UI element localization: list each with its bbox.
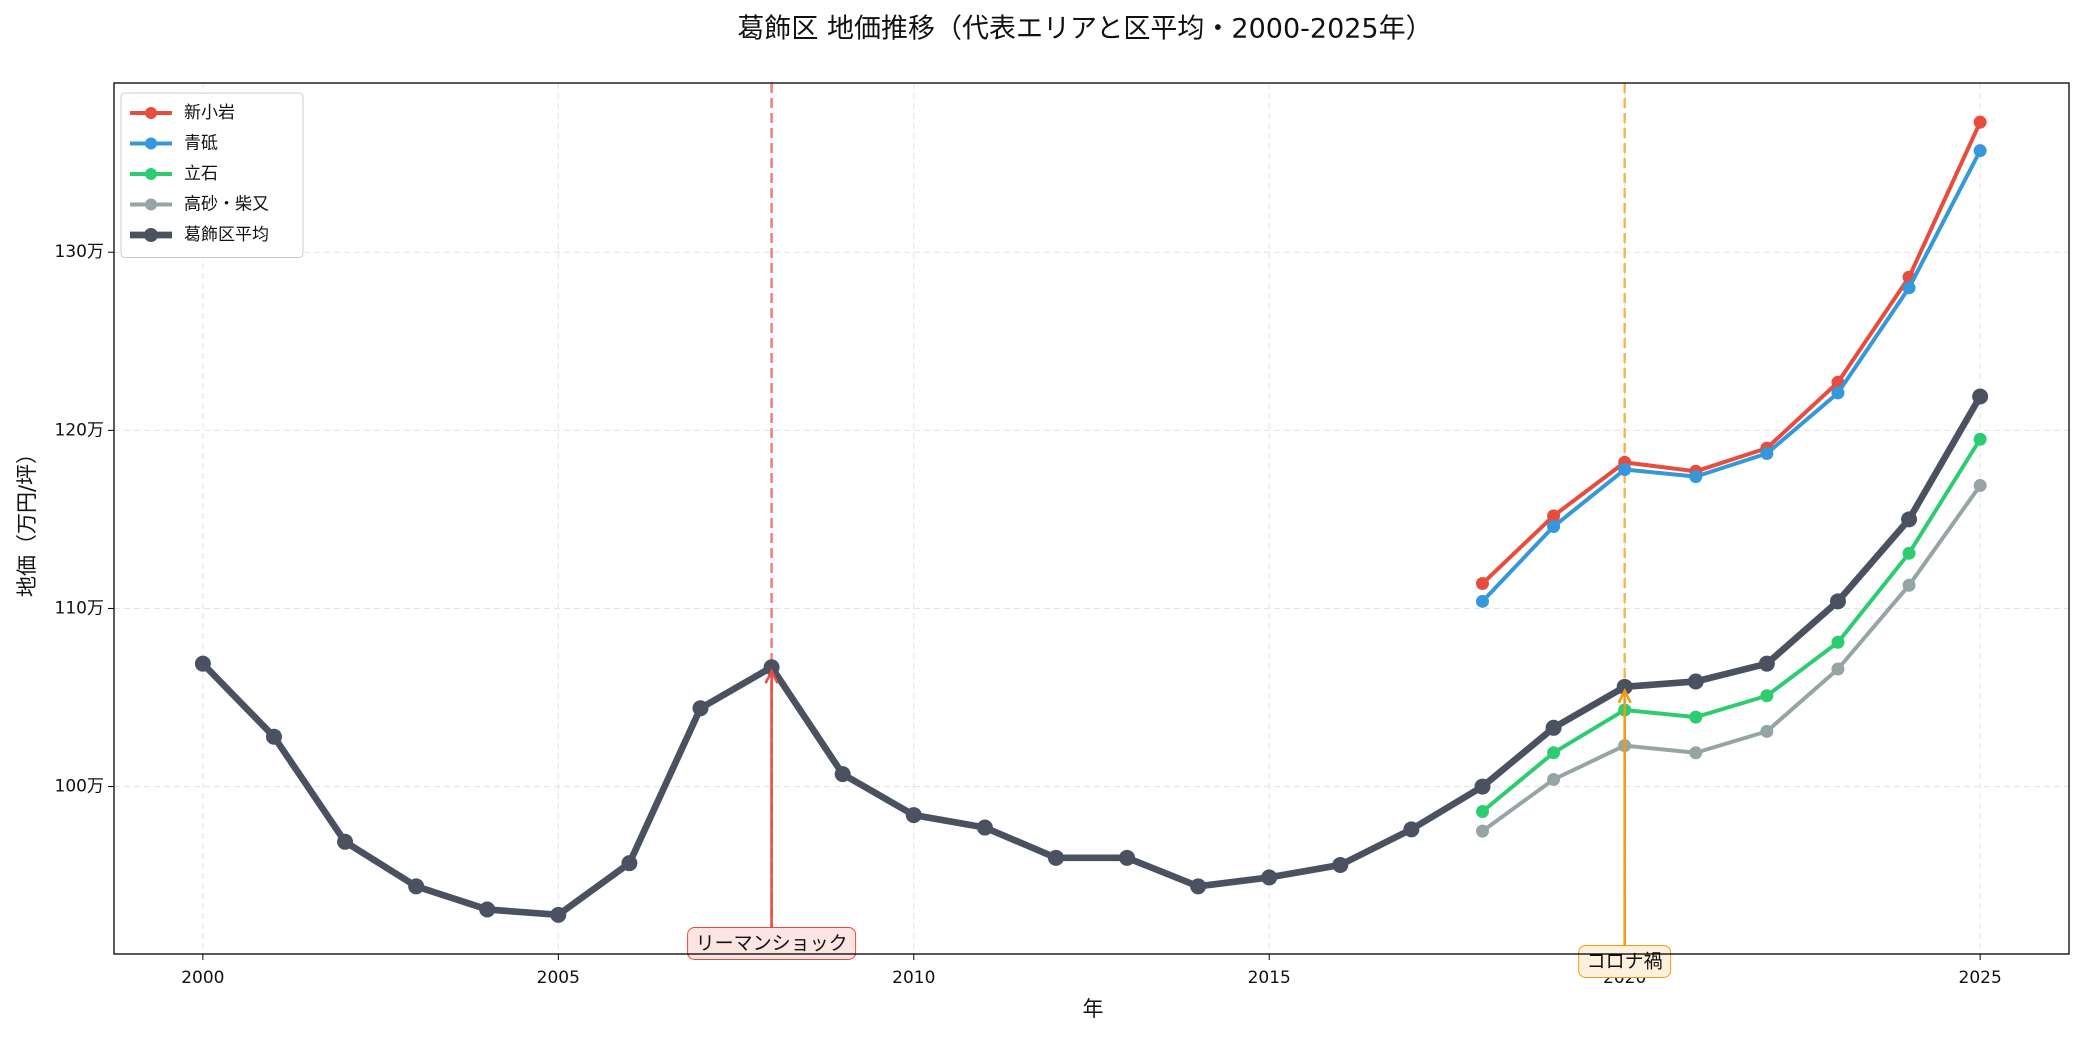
point: [1476, 594, 1489, 608]
point: [1760, 689, 1774, 703]
point: [1760, 724, 1774, 738]
point: [1972, 388, 1989, 405]
y-axis-label: 地価（万円/坪）: [15, 443, 39, 597]
legend-label: 新小岩: [184, 103, 235, 123]
point: [1831, 386, 1845, 400]
point: [479, 901, 496, 918]
point: [1616, 678, 1633, 695]
point: [1547, 509, 1561, 523]
point: [692, 700, 709, 717]
y-tick-label: 130万: [55, 242, 104, 262]
point: [1829, 593, 1846, 610]
point: [1901, 511, 1918, 528]
x-tick-label: 2005: [537, 968, 580, 988]
point: [1689, 470, 1703, 484]
point: [834, 766, 851, 783]
point: [1758, 655, 1775, 672]
point: [408, 878, 425, 895]
series-line: [1481, 484, 1982, 833]
annotation-box-bg: [687, 927, 856, 960]
point: [1689, 746, 1703, 760]
point: [1547, 772, 1561, 786]
point: [1547, 746, 1561, 760]
legend-marker: [145, 107, 157, 119]
point: [1190, 878, 1207, 895]
point: [1474, 778, 1491, 795]
point: [1902, 281, 1916, 295]
annotation-box: [687, 927, 857, 960]
point: [1831, 635, 1845, 649]
x-tick-label: 2025: [1959, 968, 2002, 988]
point: [1476, 824, 1489, 838]
point: [1687, 673, 1704, 690]
y-tick-label: 100万: [55, 777, 104, 797]
point: [1476, 805, 1489, 819]
legend-label: 葛飾区平均: [184, 225, 269, 245]
point: [1760, 446, 1774, 460]
y-tick-label: 110万: [55, 598, 104, 618]
legend-label: 立石: [184, 164, 218, 184]
point: [337, 833, 354, 850]
point: [621, 855, 638, 872]
point: [905, 807, 922, 824]
point: [1902, 546, 1916, 560]
y-tick-label: 120万: [55, 420, 104, 440]
legend-box: [120, 92, 304, 258]
point: [1403, 821, 1420, 838]
point: [1973, 115, 1987, 129]
x-tick-label: 2015: [1248, 968, 1291, 988]
point: [1047, 849, 1064, 866]
point: [1547, 520, 1561, 534]
chart-title: 葛飾区 地価推移（代表エリアと区平均・2000-2025年）: [737, 14, 1432, 45]
point: [1973, 479, 1987, 493]
arrow-head: [764, 668, 779, 684]
x-axis-label: 年: [1083, 997, 1104, 1021]
plot-frame: [113, 82, 2070, 955]
point: [1689, 710, 1703, 724]
point: [1119, 849, 1136, 866]
point: [194, 655, 211, 672]
point: [976, 819, 993, 836]
series-line: [1481, 438, 1982, 814]
legend-label: 青砥: [184, 134, 218, 154]
series-line: [1481, 149, 1982, 603]
x-tick-label: 2010: [892, 968, 935, 988]
annotation-label: リーマンショック: [696, 933, 848, 955]
point: [1332, 856, 1349, 873]
point: [1973, 144, 1987, 158]
legend-marker: [145, 137, 157, 150]
series-line: [1481, 121, 1982, 585]
point: [1476, 577, 1489, 591]
annotation-label: コロナ禍: [1587, 951, 1663, 973]
x-tick-label: 2000: [181, 968, 224, 988]
point: [763, 659, 780, 676]
point: [550, 906, 567, 923]
point: [1902, 578, 1916, 592]
point: [1618, 463, 1632, 477]
legend-label: 高砂・柴又: [184, 195, 269, 215]
arrow-head: [1617, 688, 1632, 704]
point: [265, 728, 282, 745]
point: [1973, 432, 1987, 446]
legend-marker: [145, 198, 157, 211]
point: [1545, 719, 1562, 736]
series-line: [200, 394, 1984, 919]
legend-marker: [145, 168, 157, 180]
legend-marker: [144, 228, 158, 242]
point: [1831, 662, 1845, 676]
point: [1261, 869, 1278, 886]
